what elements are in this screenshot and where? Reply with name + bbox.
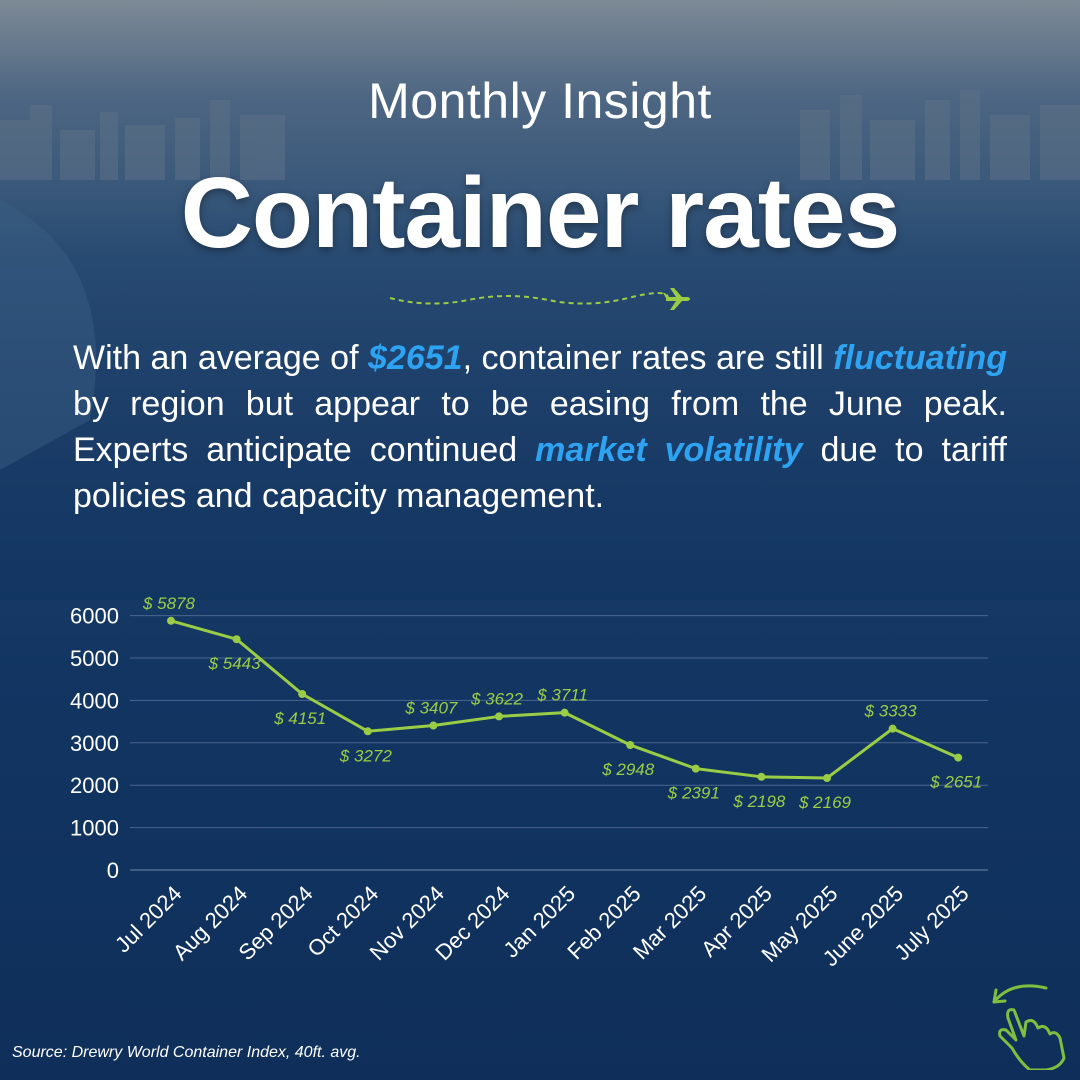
data-label: $ 2169 (798, 793, 852, 812)
data-label: $ 2948 (601, 760, 655, 779)
data-label: $ 4151 (273, 709, 326, 728)
data-label: $ 3407 (404, 699, 458, 718)
summary-paragraph: With an average of $2651, container rate… (73, 335, 1007, 519)
data-label: $ 3333 (864, 702, 918, 721)
data-label: $ 2198 (732, 792, 786, 811)
data-point (954, 753, 963, 762)
data-label: $ 2651 (929, 773, 982, 792)
data-point (691, 764, 700, 773)
data-point (888, 724, 897, 733)
y-tick-label: 3000 (70, 731, 119, 756)
dashed-flight-path-airplane-icon (389, 288, 690, 310)
data-label: $ 2391 (667, 784, 720, 803)
highlight-fluctuating: fluctuating (833, 339, 1008, 377)
paragraph-text: , container rates are still (462, 339, 834, 377)
data-point (167, 616, 175, 625)
highlight-average: $2651 (368, 339, 463, 377)
data-label: $ 3272 (339, 746, 393, 765)
data-point (757, 772, 766, 781)
data-point (363, 727, 372, 736)
source-note: Source: Drewry World Container Index, 40… (12, 1044, 361, 1061)
data-point (560, 708, 569, 717)
data-point (495, 712, 503, 721)
y-tick-label: 0 (107, 858, 119, 883)
overtitle: Monthly Insight (368, 73, 712, 129)
y-tick-label: 1000 (70, 816, 119, 841)
data-point (823, 774, 831, 783)
y-tick-label: 2000 (70, 773, 119, 798)
data-label: $ 5878 (142, 594, 196, 613)
data-label: $ 3622 (470, 689, 524, 708)
highlight-market-volatility: market volatility (535, 431, 803, 469)
swipe-hand-icon (992, 984, 1066, 1070)
y-tick-label: 5000 (70, 646, 119, 671)
data-point (232, 635, 241, 644)
data-point (298, 689, 307, 698)
paragraph-text: With an average of (73, 339, 369, 377)
paragraph-text: by region but appear to be easing from t… (73, 385, 1007, 469)
port-city-background (0, 90, 1080, 600)
data-point (429, 721, 438, 730)
paragraph-text: due to tariff policies and capacity mana… (73, 431, 1008, 515)
data-label: $ 5443 (208, 654, 262, 673)
page-title: Container rates (180, 157, 901, 269)
data-label: $ 3711 (536, 686, 588, 705)
y-tick-label: 4000 (70, 688, 119, 713)
data-point (626, 741, 635, 750)
y-tick-label: 6000 (70, 604, 119, 629)
